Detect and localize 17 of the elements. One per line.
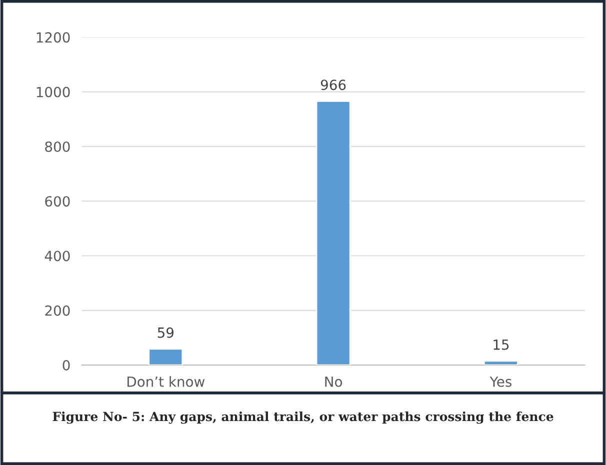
y-tick-label: 1000 [36,86,70,98]
bar [316,100,351,366]
y-tick-label: 1200 [36,32,70,43]
bar [484,360,518,366]
x-tick-label: No [325,376,342,387]
y-tick-label: 400 [44,250,70,262]
data-label: 966 [320,80,346,90]
data-label: 15 [494,340,509,350]
data-label: 59 [158,327,174,338]
x-tick-label: Yes [490,376,512,387]
y-tick-label: 200 [45,305,70,316]
bar [148,348,184,366]
y-tick-label: 800 [45,141,70,152]
text: Figure No- 5: Any gaps, animal trails, or water paths crossing the fence [52,412,554,424]
y-tick-label: 600 [45,196,70,207]
x-tick-label: Don’t know [128,376,205,387]
y-tick-label: 0 [62,360,70,370]
